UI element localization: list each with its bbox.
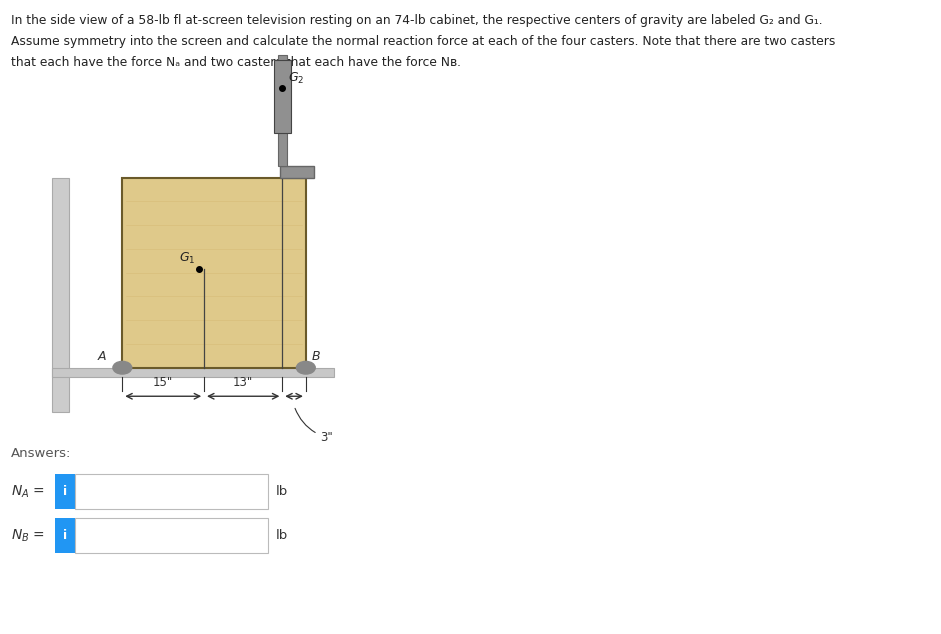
Bar (122, 178, 306, 368)
Text: 3": 3" (295, 408, 333, 444)
Bar (280, 166, 314, 178)
Text: $G_2$: $G_2$ (288, 70, 304, 86)
Bar (278, 55, 287, 166)
Text: $G_1$: $G_1$ (179, 250, 195, 266)
Text: $B$: $B$ (311, 349, 321, 363)
Text: i: i (63, 529, 67, 542)
Text: In the side view of a 58-lb fl at-screen television resting on an 74-lb cabinet,: In the side view of a 58-lb fl at-screen… (11, 14, 823, 27)
Text: $A$: $A$ (97, 349, 107, 363)
Bar (75, 519, 268, 553)
Text: that each have the force Nₐ and two casters that each have the force Nʙ.: that each have the force Nₐ and two cast… (11, 56, 461, 69)
Bar (75, 474, 268, 508)
Text: lb: lb (276, 529, 288, 542)
Bar (55, 519, 75, 553)
Text: Assume symmetry into the screen and calculate the normal reaction force at each : Assume symmetry into the screen and calc… (11, 35, 836, 48)
Text: $N_B$ =: $N_B$ = (11, 527, 45, 544)
Text: lb: lb (276, 485, 288, 498)
Text: i: i (63, 485, 67, 498)
Text: 15": 15" (153, 375, 173, 389)
Text: 13": 13" (233, 375, 253, 389)
Bar (274, 60, 291, 133)
Bar (55, 474, 75, 508)
Text: $N_A$ =: $N_A$ = (11, 483, 45, 500)
Bar (52, 368, 334, 377)
Bar (52, 178, 69, 412)
Circle shape (113, 361, 132, 374)
Circle shape (296, 361, 315, 374)
Text: Answers:: Answers: (11, 447, 72, 460)
